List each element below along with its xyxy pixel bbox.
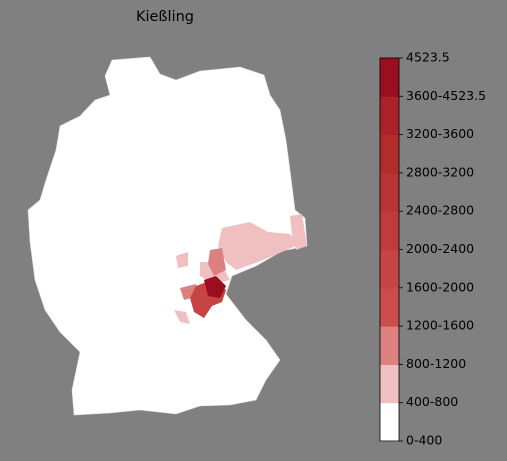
colorbar-segment	[380, 364, 399, 404]
colorbar-segment	[380, 287, 399, 327]
colorbar-label: 800-1200	[406, 356, 466, 371]
colorbar-label: 1600-2000	[406, 279, 474, 294]
colorbar-label: 400-800	[406, 394, 458, 409]
colorbar: 0-400 400-800 800-1200 1200-1600 1600-2000 20…	[379, 50, 486, 448]
colorbar-label: 2000-2400	[406, 241, 474, 256]
region-light	[218, 222, 300, 270]
colorbar-segment	[380, 58, 399, 97]
colorbar-label: 1200-1600	[406, 318, 474, 333]
colorbar-segment	[380, 326, 399, 365]
region-light	[290, 214, 307, 250]
colorbar-segment	[380, 211, 399, 250]
map	[27, 56, 308, 416]
colorbar-segment	[380, 134, 399, 174]
colorbar-segment	[380, 172, 399, 212]
colorbar-label: 2800-3200	[406, 164, 474, 179]
colorbar-label: 4523.5	[406, 50, 450, 65]
colorbar-label: 3200-3600	[406, 126, 474, 141]
region-light	[174, 310, 190, 324]
colorbar-segment	[380, 96, 399, 136]
colorbar-label: 2400-2800	[406, 203, 474, 218]
region-medium	[208, 248, 226, 276]
colorbar-segment	[380, 402, 399, 442]
colorbar-segment	[380, 249, 399, 289]
region-light	[176, 252, 188, 268]
country-shape	[27, 56, 308, 416]
colorbar-label: 3600-4523.5	[406, 88, 486, 103]
region-darkest	[204, 276, 226, 298]
colorbar-label: 0-400	[406, 433, 442, 448]
map-title: Kießling	[136, 9, 194, 25]
